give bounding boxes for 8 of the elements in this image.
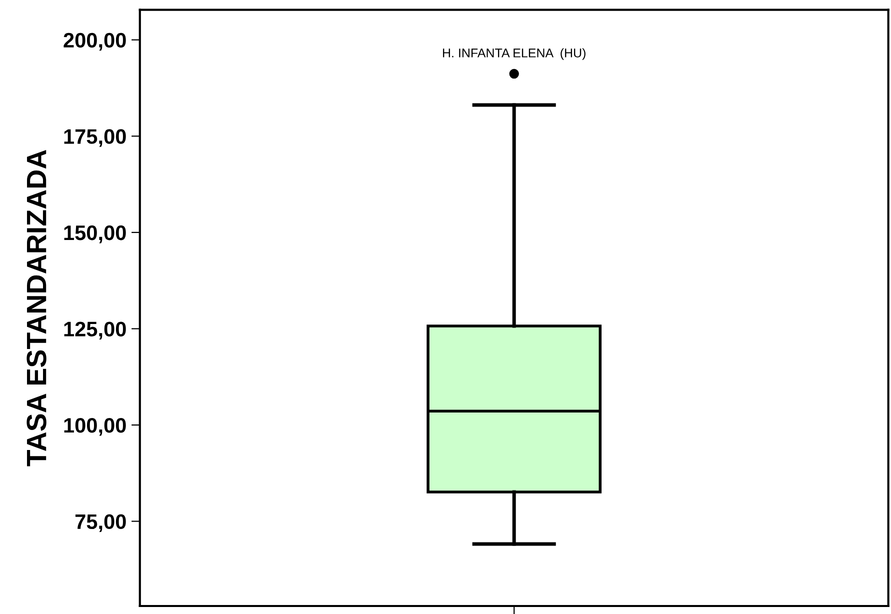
y-tick-label: 100,00 <box>64 418 126 436</box>
annotation: H. INFANTA ELENA (HU) <box>443 48 586 60</box>
y-axis-title: TASA ESTANDARIZADA <box>26 150 46 466</box>
y-tick-label: 125,00 <box>64 322 126 340</box>
y-tick-label: 75,00 <box>75 514 126 532</box>
y-tick-label: 150,00 <box>64 225 126 244</box>
y-tick-label: 200,00 <box>64 32 126 51</box>
y-tick-label: 175,00 <box>64 129 126 147</box>
